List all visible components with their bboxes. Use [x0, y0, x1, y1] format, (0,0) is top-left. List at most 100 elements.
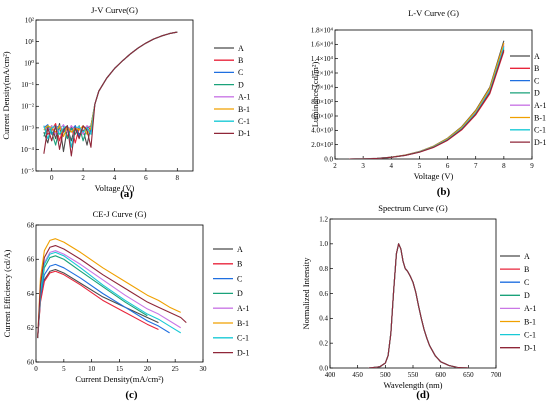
series-line-d-1	[37, 245, 187, 339]
y-tick-label: 4.0×10³	[311, 127, 333, 135]
series-line-a	[43, 31, 178, 153]
series-line-d-1	[349, 49, 505, 159]
legend-label-d: D	[238, 80, 244, 89]
y-tick-label: 10⁻²	[21, 103, 34, 111]
legend-label-a: A	[237, 245, 243, 254]
x-tick-label: 0	[50, 174, 54, 182]
x-tick-label: 550	[408, 371, 419, 379]
legend-label-d: D	[524, 291, 530, 300]
chart-title: J-V Curve(G)	[91, 5, 138, 15]
series-line-c	[43, 31, 178, 138]
y-tick-label: 1.4×10⁴	[311, 55, 334, 63]
legend-label-a: A	[534, 52, 540, 61]
legend-label-a: A	[238, 44, 244, 53]
x-tick-label: 7	[474, 162, 478, 170]
plot-frame	[35, 224, 204, 363]
y-tick-label: 1.8×10⁴	[311, 26, 334, 34]
legend-label-c-1: C-1	[534, 126, 546, 135]
x-tick-label: 0	[34, 365, 38, 373]
x-tick-label: 4	[390, 162, 394, 170]
chart-title: Spectrum Curve (G)	[378, 203, 448, 213]
x-tick-label: 6	[144, 174, 148, 182]
legend-label-d-1: D-1	[238, 129, 250, 138]
chart-title: L-V Curve (G)	[408, 8, 459, 18]
legend-label-c: C	[524, 278, 529, 287]
legend-label-b: B	[237, 260, 242, 269]
x-tick-label: 450	[352, 371, 363, 379]
legend-label-c: C	[238, 68, 243, 77]
panel-label: (a)	[120, 188, 133, 200]
series-line-b	[37, 270, 159, 339]
x-tick-label: 650	[463, 371, 474, 379]
legend-label-d: D	[237, 289, 243, 298]
x-axis-label: Current Density(mA/cm²)	[75, 374, 163, 384]
legend-label-c-1: C-1	[524, 330, 536, 339]
panel-label: (d)	[416, 389, 430, 401]
series-line-b-1	[349, 42, 505, 159]
y-tick-label: 10⁰	[24, 60, 34, 68]
x-tick-label: 2	[81, 174, 85, 182]
y-tick-label: 0.4	[319, 315, 328, 323]
legend-label-b-1: B-1	[238, 105, 250, 114]
panel-b: L-V Curve (G) 2 3 4 5 6 7 8 9 0.0 2.0×10³ 4.0×10³ 6.…	[310, 8, 546, 198]
plot-frame	[334, 29, 533, 160]
y-tick-label: 68	[27, 221, 35, 229]
x-tick-label: 700	[491, 371, 502, 379]
y-tick-label: 62	[27, 324, 35, 332]
chart-title: CE-J Curve (G)	[93, 209, 147, 219]
legend-label-c-1: C-1	[237, 334, 249, 343]
y-tick-label: 0.8	[319, 265, 328, 273]
y-tick-label: 1.2	[319, 215, 328, 223]
x-axis-label: Wavelength (nm)	[383, 380, 442, 390]
panel-d: Spectrum Curve (G) 400 450 500 550 600 650 700 0…	[301, 203, 536, 401]
series-line-a-1	[43, 31, 178, 135]
x-tick-label: 4	[113, 174, 117, 182]
x-tick-label: 8	[176, 174, 180, 182]
y-tick-label: 1.0	[319, 240, 328, 248]
legend-label-b-1: B-1	[534, 113, 546, 122]
legend-label-b: B	[524, 265, 529, 274]
series-line-d-1	[43, 31, 178, 157]
y-tick-label: 10¹	[25, 38, 34, 46]
plot-frame	[329, 218, 497, 369]
x-tick-label: 8	[502, 162, 506, 170]
y-tick-label: 0.0	[324, 155, 333, 163]
legend-label-c: C	[534, 76, 539, 85]
y-tick-label: 10⁻³	[21, 124, 34, 132]
y-tick-label: 1.6×10⁴	[311, 41, 334, 49]
x-tick-label: 600	[435, 371, 446, 379]
y-axis-label: Current Density(mA/cm²)	[1, 51, 11, 139]
y-tick-label: 10²	[25, 16, 34, 24]
legend-label-a: A	[524, 252, 530, 261]
legend-label-b: B	[534, 64, 539, 73]
y-tick-label: 64	[27, 290, 35, 298]
series-line-d-1	[368, 243, 469, 368]
legend-label-d-1: D-1	[534, 138, 546, 147]
x-axis-label: Voltage (V)	[414, 171, 454, 181]
y-tick-label: 10⁻⁵	[21, 167, 35, 175]
x-tick-label: 500	[380, 371, 391, 379]
y-tick-label: 0.0	[319, 364, 328, 372]
legend-label-a-1: A-1	[238, 93, 250, 102]
series-line-c-1	[37, 251, 182, 339]
x-tick-label: 5	[62, 365, 66, 373]
y-tick-label: 1.0×10⁴	[311, 84, 334, 92]
series-line-b-1	[43, 31, 178, 138]
y-tick-label: 2.0×10³	[311, 141, 333, 149]
series-line-c	[37, 263, 170, 339]
series-line-b-1	[37, 238, 181, 339]
x-tick-label: 5	[418, 162, 422, 170]
y-tick-label: 6.0×10³	[311, 112, 333, 120]
legend-label-b: B	[238, 56, 243, 65]
y-tick-label: 60	[27, 358, 35, 366]
legend-label-b-1: B-1	[237, 319, 249, 328]
x-tick-label: 25	[172, 365, 180, 373]
series-line-a	[349, 40, 505, 159]
panel-c: CE-J Curve (G) 0 5 10 15 20 25 30 60 62 64 66 68 Curr…	[2, 209, 249, 401]
y-axis-label: Normalized Intensity	[301, 257, 311, 330]
x-tick-label: 10	[88, 365, 96, 373]
x-tick-label: 20	[144, 365, 152, 373]
y-tick-label: 8.0×10³	[311, 98, 333, 106]
x-axis-label: Voltage (V)	[95, 183, 135, 193]
